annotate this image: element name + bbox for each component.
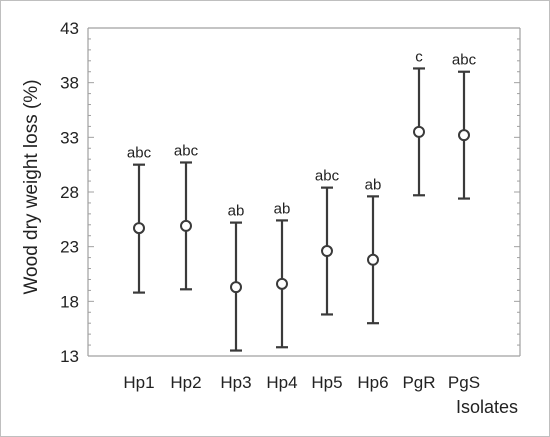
axes	[87, 27, 521, 357]
group-label: abc	[127, 145, 152, 162]
group-label: ab	[228, 203, 245, 220]
y-tick-label: 28	[60, 183, 79, 202]
group-label: abc	[452, 52, 477, 69]
x-tick-label: Hp5	[311, 373, 342, 392]
x-axis-label: Isolates	[456, 397, 518, 417]
y-tick-label: 23	[60, 238, 79, 257]
mean-point	[180, 219, 192, 232]
mean-point	[458, 129, 470, 142]
x-tick-label: PgR	[402, 373, 435, 392]
x-tick-label: Hp2	[170, 373, 201, 392]
x-axis-ticks: Hp1 Hp2 Hp3 Hp4 Hp5 Hp6 PgR PgS	[123, 373, 480, 392]
y-axis-ticks: 13 18 23 28 33 38 43	[60, 19, 79, 366]
mean-point	[276, 277, 288, 290]
y-tick-label: 43	[60, 19, 79, 38]
y-tick-label: 33	[60, 128, 79, 147]
mean-point	[367, 253, 379, 266]
group-label: abc	[174, 142, 199, 159]
mean-point	[321, 245, 333, 258]
x-tick-label: Hp3	[220, 373, 251, 392]
group-label: ab	[274, 200, 291, 217]
y-tick-label: 38	[60, 74, 79, 93]
group-label: c	[415, 48, 423, 65]
y-tick-label: 13	[60, 347, 79, 366]
group-label: abc	[315, 168, 340, 185]
mean-point	[230, 281, 242, 294]
group-label: ab	[365, 176, 382, 193]
mean-point	[133, 222, 145, 235]
x-tick-label: PgS	[448, 373, 480, 392]
mean-point	[413, 125, 425, 138]
y-tick-label: 18	[60, 292, 79, 311]
x-tick-label: Hp6	[357, 373, 388, 392]
y-axis-label: Wood dry weight loss (%)	[21, 79, 42, 294]
x-tick-label: Hp1	[123, 373, 154, 392]
x-tick-label: Hp4	[266, 373, 297, 392]
